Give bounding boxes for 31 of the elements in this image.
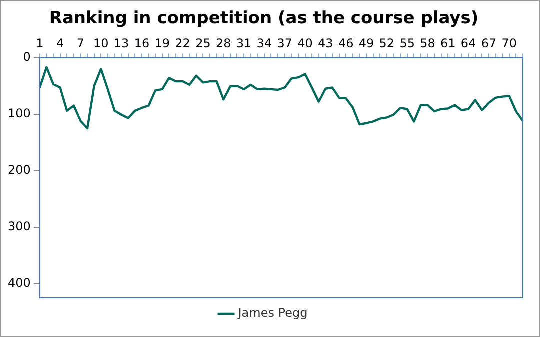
x-tick-label: 13	[114, 36, 130, 51]
y-tick-label: 100	[8, 106, 31, 120]
y-tick-label: 0	[23, 50, 31, 64]
x-tick-label: 67	[481, 36, 497, 51]
x-tick-label: 70	[502, 36, 518, 51]
x-tick-label: 43	[318, 36, 334, 51]
legend-label: James Pegg	[237, 306, 308, 320]
y-tick-label: 300	[8, 219, 31, 234]
x-tick-label: 55	[400, 36, 415, 51]
x-tick-label: 4	[56, 36, 64, 51]
y-tick-label: 200	[8, 162, 31, 177]
x-tick-label: 34	[256, 36, 272, 51]
y-tick-label: 400	[8, 276, 31, 290]
chart-title: Ranking in competition (as the course plays)	[49, 8, 479, 29]
x-tick-label: 40	[298, 36, 313, 51]
x-tick-label: 61	[440, 36, 456, 51]
x-tick-label: 31	[236, 36, 252, 51]
x-tick-label: 46	[338, 36, 354, 51]
x-tick-label: 49	[358, 36, 374, 51]
x-tick-label: 7	[76, 36, 85, 51]
x-tick-label: 52	[379, 36, 395, 51]
x-tick-label: 37	[277, 36, 292, 51]
x-tick-label: 19	[154, 36, 170, 51]
x-tick-label: 64	[460, 36, 476, 51]
x-tick-label: 58	[420, 36, 436, 51]
x-tick-label: 22	[175, 36, 190, 51]
x-tick-label: 25	[196, 36, 211, 51]
x-tick-label: 10	[94, 36, 109, 51]
x-tick-label: 28	[216, 36, 232, 51]
x-tick-label: 16	[134, 36, 150, 51]
x-tick-label: 1	[36, 36, 44, 51]
